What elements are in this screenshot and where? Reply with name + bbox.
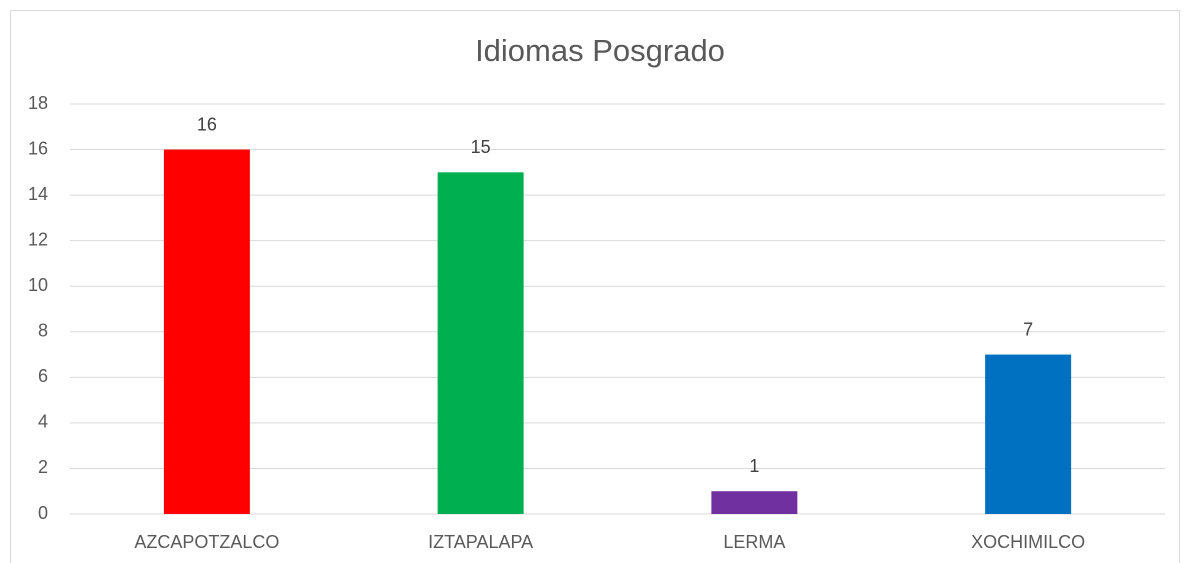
y-tick-label: 14 [28, 184, 48, 204]
y-tick-label: 10 [28, 275, 48, 295]
y-tick-label: 16 [28, 138, 48, 158]
data-label: 16 [197, 114, 217, 134]
x-tick-label: XOCHIMILCO [971, 532, 1085, 552]
bar [985, 354, 1072, 514]
data-label: 15 [471, 137, 491, 157]
x-tick-label: LERMA [723, 532, 785, 552]
data-label: 1 [749, 456, 759, 476]
y-tick-label: 6 [38, 366, 48, 386]
y-tick-label: 8 [38, 321, 48, 341]
chart-title: Idiomas Posgrado [475, 33, 725, 68]
bar [437, 172, 524, 515]
y-tick-label: 12 [28, 229, 48, 249]
x-tick-label: IZTAPALAPA [428, 532, 533, 552]
y-tick-label: 0 [38, 503, 48, 523]
bar [163, 149, 250, 515]
x-tick-label: AZCAPOTZALCO [134, 532, 279, 552]
data-label: 7 [1023, 319, 1033, 339]
y-tick-label: 2 [38, 457, 48, 477]
bar [711, 491, 798, 514]
y-tick-label: 18 [28, 93, 48, 113]
y-tick-label: 4 [38, 412, 48, 432]
